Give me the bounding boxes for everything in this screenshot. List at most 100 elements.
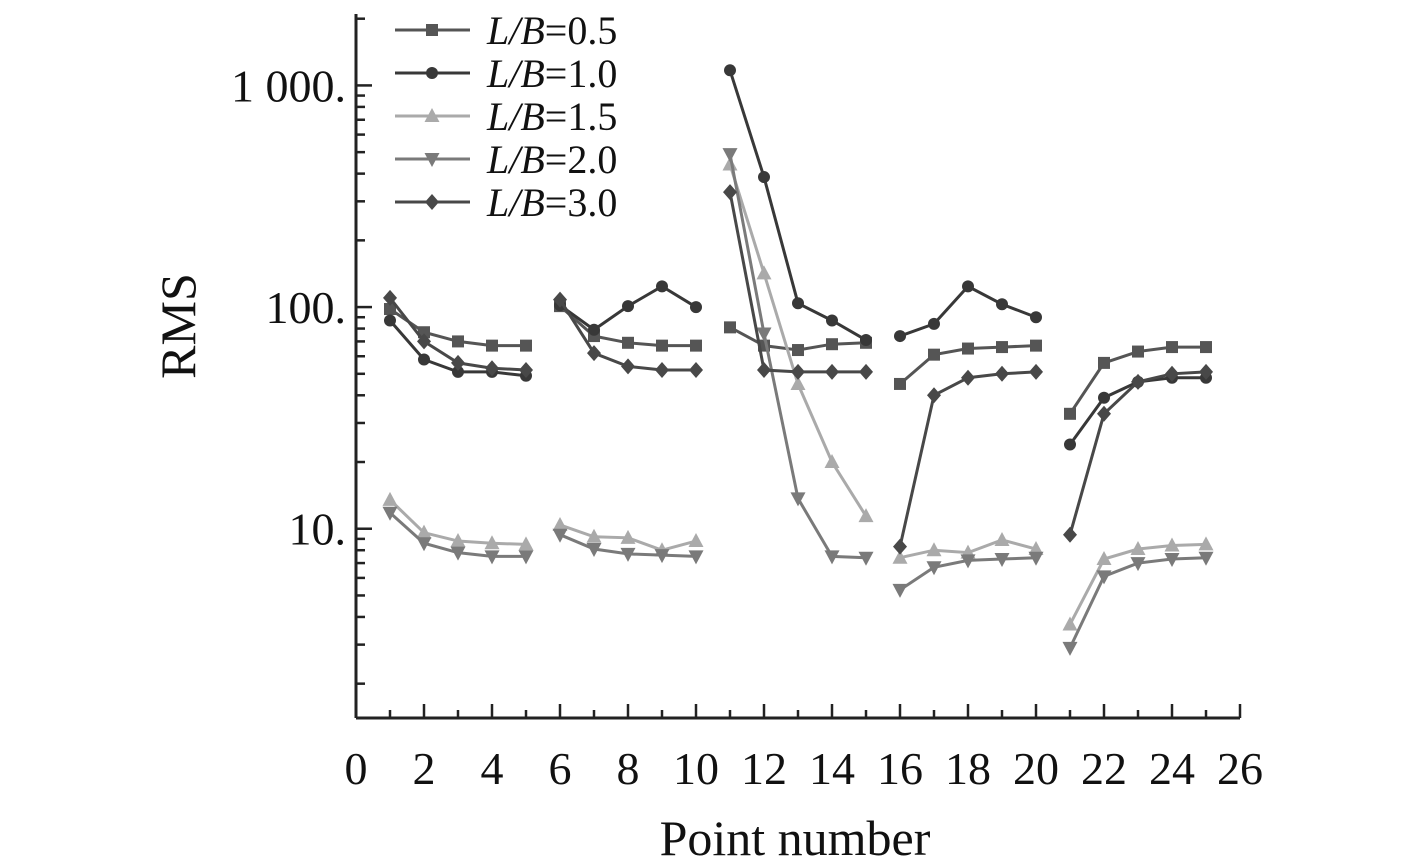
data-point — [383, 289, 397, 306]
data-point — [724, 321, 736, 334]
series-line-segment — [1068, 542, 1207, 626]
data-point — [519, 362, 533, 379]
legend-entry: L/B=1.5 — [395, 94, 617, 139]
data-point — [416, 537, 432, 552]
legend-marker — [424, 108, 440, 122]
data-point — [382, 506, 398, 521]
x-axis-title: Point number — [660, 810, 931, 866]
data-point — [1199, 363, 1213, 380]
series-line-segment — [899, 284, 1037, 338]
data-point — [520, 339, 532, 352]
data-point — [688, 533, 704, 548]
data-point — [1029, 363, 1043, 380]
y-axis-title: RMS — [150, 273, 206, 379]
data-point — [417, 333, 431, 350]
data-point — [1200, 341, 1212, 354]
data-point — [757, 362, 771, 379]
plot-area: 0 2 4 6 8 10 12 14 16 18 20 22 24 26 10.100.1 000. — [231, 14, 1263, 794]
data-point — [552, 516, 568, 531]
data-point — [826, 338, 838, 351]
data-point — [859, 363, 873, 380]
data-point — [860, 334, 872, 347]
data-point — [484, 535, 500, 550]
legend-label: L/B=1.0 — [486, 51, 617, 96]
series-line-segment — [728, 164, 868, 517]
data-point — [824, 550, 840, 565]
data-point — [926, 561, 942, 576]
data-point — [586, 528, 602, 543]
x-tick-label: 24 — [1149, 743, 1195, 794]
series-line-segment — [898, 370, 1037, 547]
data-point — [928, 348, 940, 361]
y-tick-label: 10. — [289, 504, 347, 555]
data-point — [1096, 551, 1112, 566]
legend-marker — [426, 67, 438, 79]
x-tick-label: 16 — [877, 743, 923, 794]
legend-label: L/B=2.0 — [486, 137, 617, 182]
data-point — [892, 549, 908, 564]
x-tick-label: 6 — [549, 743, 572, 794]
legend-entry: L/B=0.5 — [395, 8, 617, 53]
data-point — [1062, 616, 1078, 631]
data-point — [1030, 311, 1042, 324]
data-point — [791, 363, 805, 380]
data-point — [484, 550, 500, 565]
data-point — [996, 341, 1008, 354]
x-ticks: 0 2 4 6 8 10 12 14 16 18 20 22 24 26 — [345, 704, 1263, 794]
data-point — [858, 508, 874, 523]
data-point — [552, 528, 568, 543]
data-point — [722, 148, 738, 163]
data-point — [758, 171, 770, 184]
data-point — [620, 529, 636, 544]
legend-label: L/B=3.0 — [486, 180, 617, 225]
x-tick-label: 10 — [673, 743, 719, 794]
data-point — [1064, 407, 1076, 420]
data-point — [790, 375, 806, 390]
x-tick-label: 0 — [345, 743, 368, 794]
data-point — [996, 298, 1008, 311]
data-point — [1165, 365, 1179, 382]
data-point — [826, 314, 838, 327]
data-point — [688, 550, 704, 565]
data-point — [994, 531, 1010, 546]
x-tick-label: 8 — [617, 743, 640, 794]
data-point — [1064, 438, 1076, 451]
data-point — [690, 301, 702, 314]
data-point — [1096, 570, 1112, 585]
legend-entry: L/B=3.0 — [395, 180, 617, 225]
legend: L/B=0.5L/B=1.0L/B=1.5L/B=2.0L/B=3.0 — [395, 8, 617, 225]
x-tick-label: 22 — [1081, 743, 1127, 794]
data-point — [1130, 541, 1146, 556]
data-point — [825, 363, 839, 380]
data-point — [994, 553, 1010, 568]
data-point — [892, 583, 908, 598]
legend-marker — [424, 153, 440, 167]
data-point — [588, 323, 600, 336]
data-point — [622, 300, 634, 313]
data-point — [656, 339, 668, 352]
data-point — [1198, 536, 1214, 551]
data-point — [450, 533, 466, 548]
data-point — [927, 387, 941, 404]
series-5 — [383, 184, 1213, 555]
data-point — [384, 314, 396, 327]
data-point — [486, 339, 498, 352]
data-point — [656, 280, 668, 293]
data-point — [1131, 373, 1145, 390]
data-point — [553, 291, 567, 308]
data-point — [1062, 641, 1078, 656]
series-1 — [384, 300, 1212, 420]
data-point — [1166, 341, 1178, 354]
data-point — [724, 64, 736, 77]
data-point — [723, 184, 737, 201]
legend-entry: L/B=1.0 — [395, 51, 617, 96]
series-4 — [382, 148, 1214, 656]
legend-marker — [426, 24, 438, 36]
data-point — [654, 549, 670, 564]
data-point — [756, 327, 772, 342]
data-point — [962, 280, 974, 293]
data-point — [1130, 557, 1146, 572]
data-point — [620, 547, 636, 562]
series-layer — [382, 64, 1214, 656]
data-point — [792, 344, 804, 357]
